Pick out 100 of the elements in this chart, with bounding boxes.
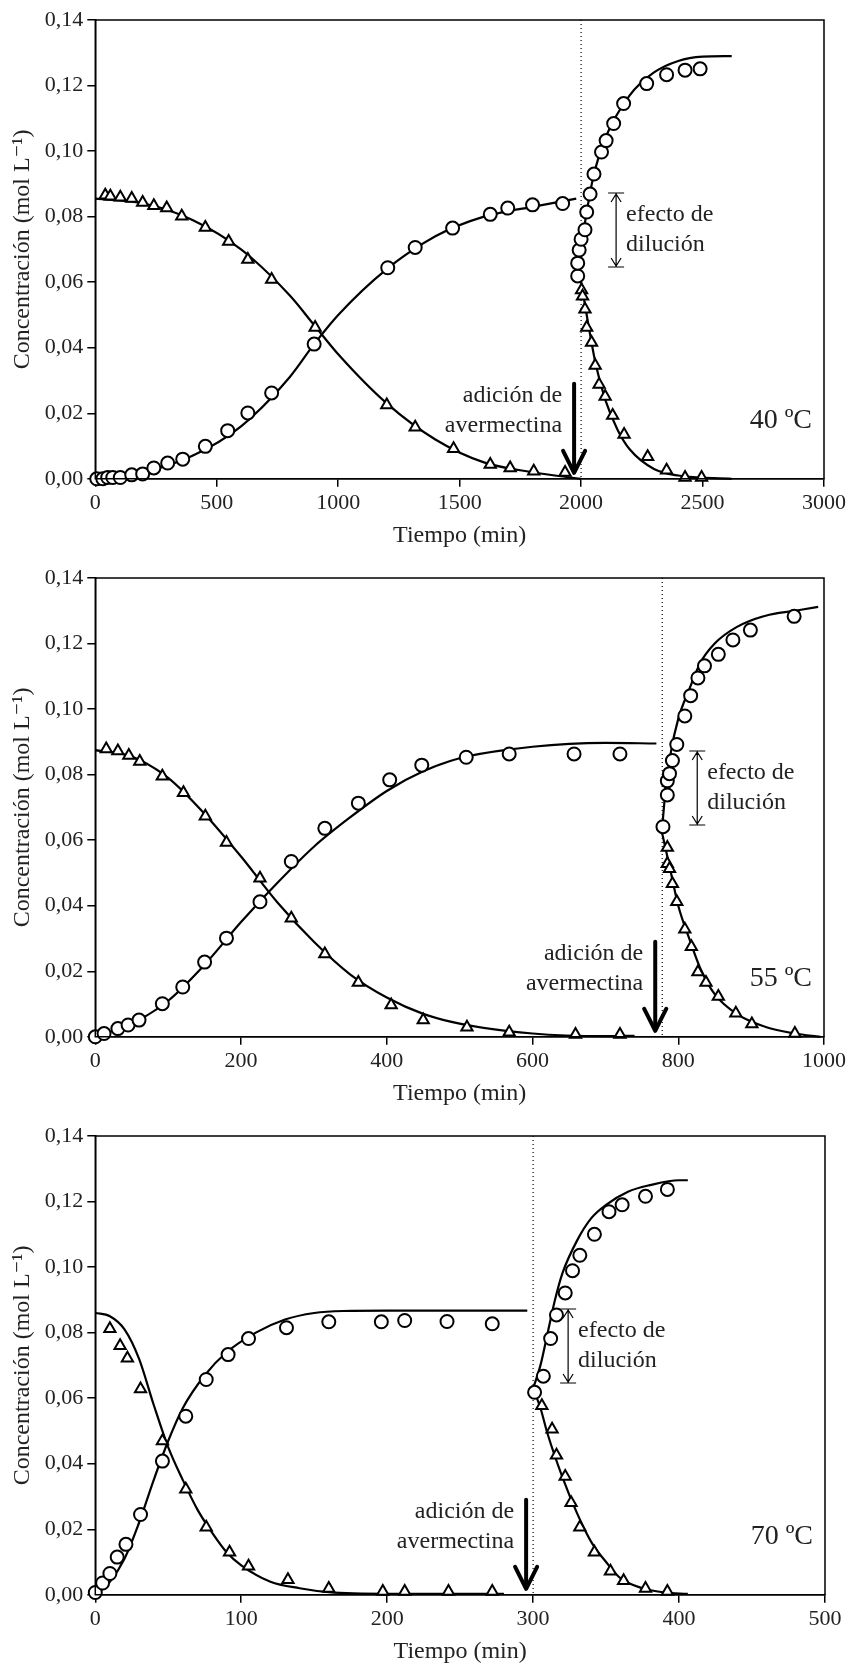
point <box>535 1368 551 1384</box>
point <box>103 1321 117 1333</box>
x-tick-label: 400 <box>370 1046 404 1072</box>
y-tick-label: 0,14 <box>44 5 84 31</box>
point <box>786 608 802 624</box>
annotation: efecto de dilución <box>626 200 714 257</box>
point <box>566 746 582 762</box>
y-axis-title: Concentración (mol L⁻¹) <box>7 687 34 928</box>
point <box>558 1469 572 1481</box>
y-tick-label: 0,00 <box>44 464 84 490</box>
y-tick-label: 0,04 <box>44 1449 84 1475</box>
x-tick-label: 200 <box>224 1046 258 1072</box>
annotation: efecto de dilución <box>707 758 795 815</box>
point <box>252 894 268 910</box>
point <box>588 357 602 370</box>
point <box>133 1381 148 1394</box>
x-tick-label: 800 <box>661 1046 695 1072</box>
point <box>197 954 213 970</box>
point <box>638 1581 653 1593</box>
point <box>606 408 620 420</box>
x-tick-label: 0 <box>89 1046 101 1072</box>
point <box>500 200 516 216</box>
point <box>482 206 498 222</box>
point <box>616 1573 631 1585</box>
point <box>113 189 127 202</box>
x-tick-label: 100 <box>224 1604 258 1630</box>
point <box>265 272 279 284</box>
x-tick-label: 500 <box>200 488 234 514</box>
annotation: adición de avermectina <box>444 381 563 438</box>
point <box>557 1285 573 1301</box>
point <box>317 820 333 836</box>
x-tick-label: 300 <box>516 1604 550 1630</box>
point <box>445 220 461 236</box>
x-tick-label: 0 <box>89 488 101 514</box>
point <box>579 204 595 220</box>
point <box>131 1012 147 1028</box>
x-tick-label: 2000 <box>559 488 604 514</box>
point <box>483 456 497 469</box>
point <box>677 708 693 724</box>
point <box>414 757 430 773</box>
point <box>525 197 541 213</box>
point <box>659 67 675 83</box>
point <box>373 1314 389 1330</box>
point <box>218 930 234 946</box>
point <box>699 974 713 987</box>
point <box>545 1421 559 1434</box>
y-axis-title: Concentración (mol L⁻¹) <box>7 129 34 370</box>
point <box>113 1338 127 1350</box>
point <box>178 1408 194 1424</box>
point <box>683 688 699 704</box>
point <box>147 198 161 211</box>
point <box>439 1313 455 1329</box>
point <box>601 1204 617 1220</box>
point <box>155 1433 170 1446</box>
y-tick-label: 0,04 <box>44 891 84 917</box>
point <box>587 1544 602 1557</box>
point <box>146 460 162 476</box>
y-tick-label: 0,06 <box>44 1383 84 1409</box>
point <box>548 1307 564 1323</box>
point <box>677 62 693 78</box>
point <box>179 1481 193 1494</box>
point <box>612 746 628 762</box>
point <box>662 861 677 873</box>
point <box>176 785 191 797</box>
point <box>408 419 422 432</box>
point <box>284 910 298 923</box>
point <box>696 658 712 674</box>
y-tick-label: 0,06 <box>44 825 84 851</box>
point <box>321 1314 337 1330</box>
point <box>460 1019 474 1032</box>
x-tick-label: 600 <box>516 1046 550 1072</box>
point <box>318 946 332 959</box>
point <box>575 288 590 301</box>
x-tick-label: 1000 <box>802 1046 846 1072</box>
point <box>592 376 606 389</box>
point <box>692 61 708 77</box>
y-axis-title: Concentración (mol L⁻¹) <box>7 1245 34 1486</box>
point <box>136 195 150 207</box>
point <box>380 260 396 276</box>
point <box>691 964 705 977</box>
point <box>407 239 423 255</box>
x-tick-label: 500 <box>808 1604 842 1630</box>
point <box>564 1495 578 1507</box>
point <box>639 76 655 92</box>
point <box>380 397 394 410</box>
y-tick-label: 0,12 <box>44 71 84 97</box>
x-axis-title: Tiempo (min) <box>393 520 527 547</box>
point <box>278 1320 294 1336</box>
point <box>659 462 674 475</box>
y-tick-label: 0,10 <box>44 1252 84 1278</box>
y-tick-label: 0,06 <box>44 267 84 293</box>
point <box>655 819 671 835</box>
point <box>711 988 725 1001</box>
x-tick-label: 3000 <box>802 488 846 514</box>
point <box>154 996 170 1012</box>
point <box>351 974 365 987</box>
y-tick-label: 0,10 <box>44 694 84 720</box>
point <box>616 96 632 112</box>
y-tick-label: 0,10 <box>44 136 84 162</box>
point <box>122 748 136 760</box>
